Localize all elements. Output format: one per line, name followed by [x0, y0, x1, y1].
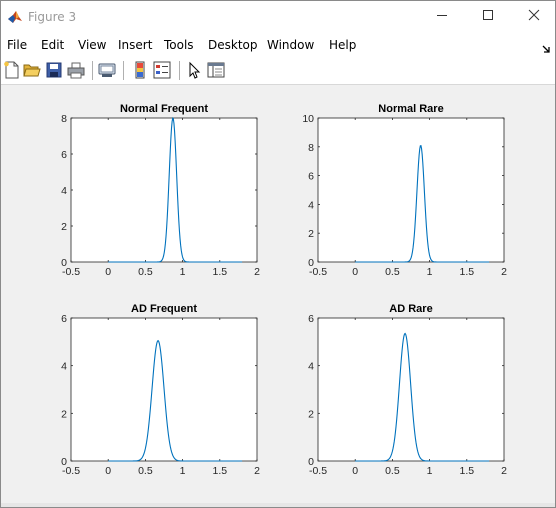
y-tick-label: 2	[308, 228, 314, 240]
x-tick-label: 1	[427, 266, 433, 278]
menu-window[interactable]: Window	[267, 38, 315, 52]
x-tick-label: 0	[352, 465, 358, 477]
axes-box	[317, 117, 505, 263]
x-tick-label: 0	[105, 465, 111, 477]
x-tick-label: -0.5	[62, 266, 80, 278]
x-tick-label: 1.5	[212, 266, 227, 278]
menu-desktop[interactable]: Desktop	[208, 38, 258, 52]
y-tick-label: 6	[61, 313, 67, 325]
menu-edit[interactable]: Edit	[41, 38, 65, 52]
y-tick-label: 2	[61, 408, 67, 420]
y-tick-label: 2	[308, 408, 314, 420]
open-file-icon[interactable]	[23, 61, 41, 79]
axes-title: Normal Rare	[378, 103, 443, 115]
x-tick-label: -0.5	[309, 266, 327, 278]
y-tick-label: 6	[61, 149, 67, 161]
figure-toolbar	[1, 57, 555, 85]
data-series-line	[108, 339, 243, 462]
x-tick-label: 1	[180, 465, 186, 477]
y-tick-label: 6	[308, 171, 314, 183]
close-button[interactable]	[511, 1, 555, 32]
y-tick-label: 6	[308, 313, 314, 325]
link-plot-icon[interactable]	[98, 61, 116, 79]
y-tick-label: 8	[61, 113, 67, 125]
maximize-icon	[482, 8, 494, 26]
x-tick-label: 0.5	[138, 266, 153, 278]
window-bottom-edge	[1, 503, 555, 507]
menu-file[interactable]: File	[7, 38, 28, 52]
x-tick-label: 1	[427, 465, 433, 477]
x-tick-label: 0.5	[385, 465, 400, 477]
menu-bar: File Edit View Insert Tools Desktop Wind…	[1, 32, 555, 57]
axes-title: Normal Frequent	[120, 103, 208, 115]
window-title: Figure 3	[28, 10, 77, 24]
insert-legend-icon[interactable]	[153, 61, 171, 79]
matlab-icon	[7, 9, 23, 25]
y-tick-label: 4	[61, 361, 67, 373]
x-tick-label: 2	[501, 465, 507, 477]
x-tick-label: 1.5	[459, 266, 474, 278]
axes-box	[70, 117, 258, 263]
x-tick-label: 1.5	[212, 465, 227, 477]
data-series-line	[108, 117, 243, 263]
y-tick-label: 2	[61, 221, 67, 233]
data-series-line	[355, 144, 490, 263]
x-tick-label: 0	[105, 266, 111, 278]
y-tick-label: 4	[308, 361, 314, 373]
close-icon	[528, 8, 540, 26]
menu-view[interactable]: View	[78, 38, 107, 52]
axes-title: AD Rare	[389, 303, 432, 315]
x-tick-label: 0.5	[385, 266, 400, 278]
x-tick-label: 2	[501, 266, 507, 278]
menu-overflow-arrow-icon[interactable]	[541, 41, 551, 53]
property-inspector-icon[interactable]	[207, 61, 225, 79]
minimize-icon	[436, 8, 448, 26]
minimize-button[interactable]	[419, 1, 465, 32]
toolbar-separator	[123, 61, 124, 80]
x-tick-label: 0.5	[138, 465, 153, 477]
print-icon[interactable]	[67, 61, 85, 79]
save-icon[interactable]	[45, 61, 63, 79]
y-tick-label: 0	[61, 257, 67, 269]
insert-colorbar-icon[interactable]	[131, 61, 149, 79]
y-tick-label: 4	[61, 185, 67, 197]
title-bar[interactable]: Figure 3	[1, 1, 555, 32]
x-tick-label: 2	[254, 465, 260, 477]
new-figure-icon[interactable]	[3, 61, 21, 79]
x-tick-label: 2	[254, 266, 260, 278]
x-tick-label: 0	[352, 266, 358, 278]
menu-tools[interactable]: Tools	[164, 38, 194, 52]
toolbar-separator	[92, 61, 93, 80]
menu-insert[interactable]: Insert	[118, 38, 153, 52]
y-tick-label: 0	[308, 257, 314, 269]
axes-title: AD Frequent	[131, 303, 197, 315]
x-tick-label: 1.5	[459, 465, 474, 477]
x-tick-label: -0.5	[309, 465, 327, 477]
y-tick-label: 4	[308, 199, 314, 211]
maximize-button[interactable]	[465, 1, 511, 32]
menu-help[interactable]: Help	[329, 38, 357, 52]
y-tick-label: 0	[61, 456, 67, 468]
y-tick-label: 0	[308, 456, 314, 468]
toolbar-separator	[179, 61, 180, 80]
x-tick-label: 1	[180, 266, 186, 278]
edit-plot-arrow-icon[interactable]	[185, 61, 203, 79]
y-tick-label: 8	[308, 142, 314, 154]
figure-canvas: Normal Frequent-0.5 0 0.5 1 1.5 202468Normal …	[61, 103, 507, 477]
data-series-line	[355, 332, 490, 462]
y-tick-label: 10	[302, 113, 314, 125]
x-tick-label: -0.5	[62, 465, 80, 477]
